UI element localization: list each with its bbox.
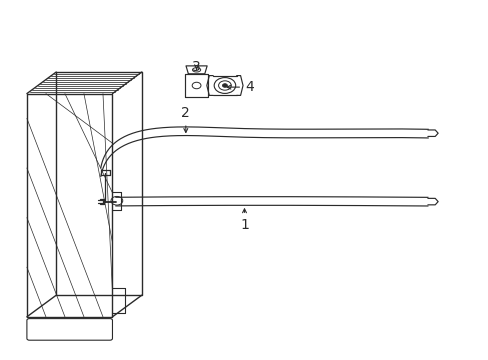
Circle shape	[214, 78, 235, 94]
Circle shape	[111, 197, 122, 205]
Circle shape	[222, 84, 227, 87]
Circle shape	[218, 81, 231, 90]
FancyBboxPatch shape	[27, 319, 112, 340]
Text: 2: 2	[181, 107, 190, 132]
Text: 3: 3	[192, 60, 201, 73]
Circle shape	[192, 82, 201, 89]
Ellipse shape	[32, 320, 47, 335]
Text: 1: 1	[240, 209, 248, 232]
Text: 4: 4	[226, 80, 253, 94]
Ellipse shape	[192, 68, 200, 72]
